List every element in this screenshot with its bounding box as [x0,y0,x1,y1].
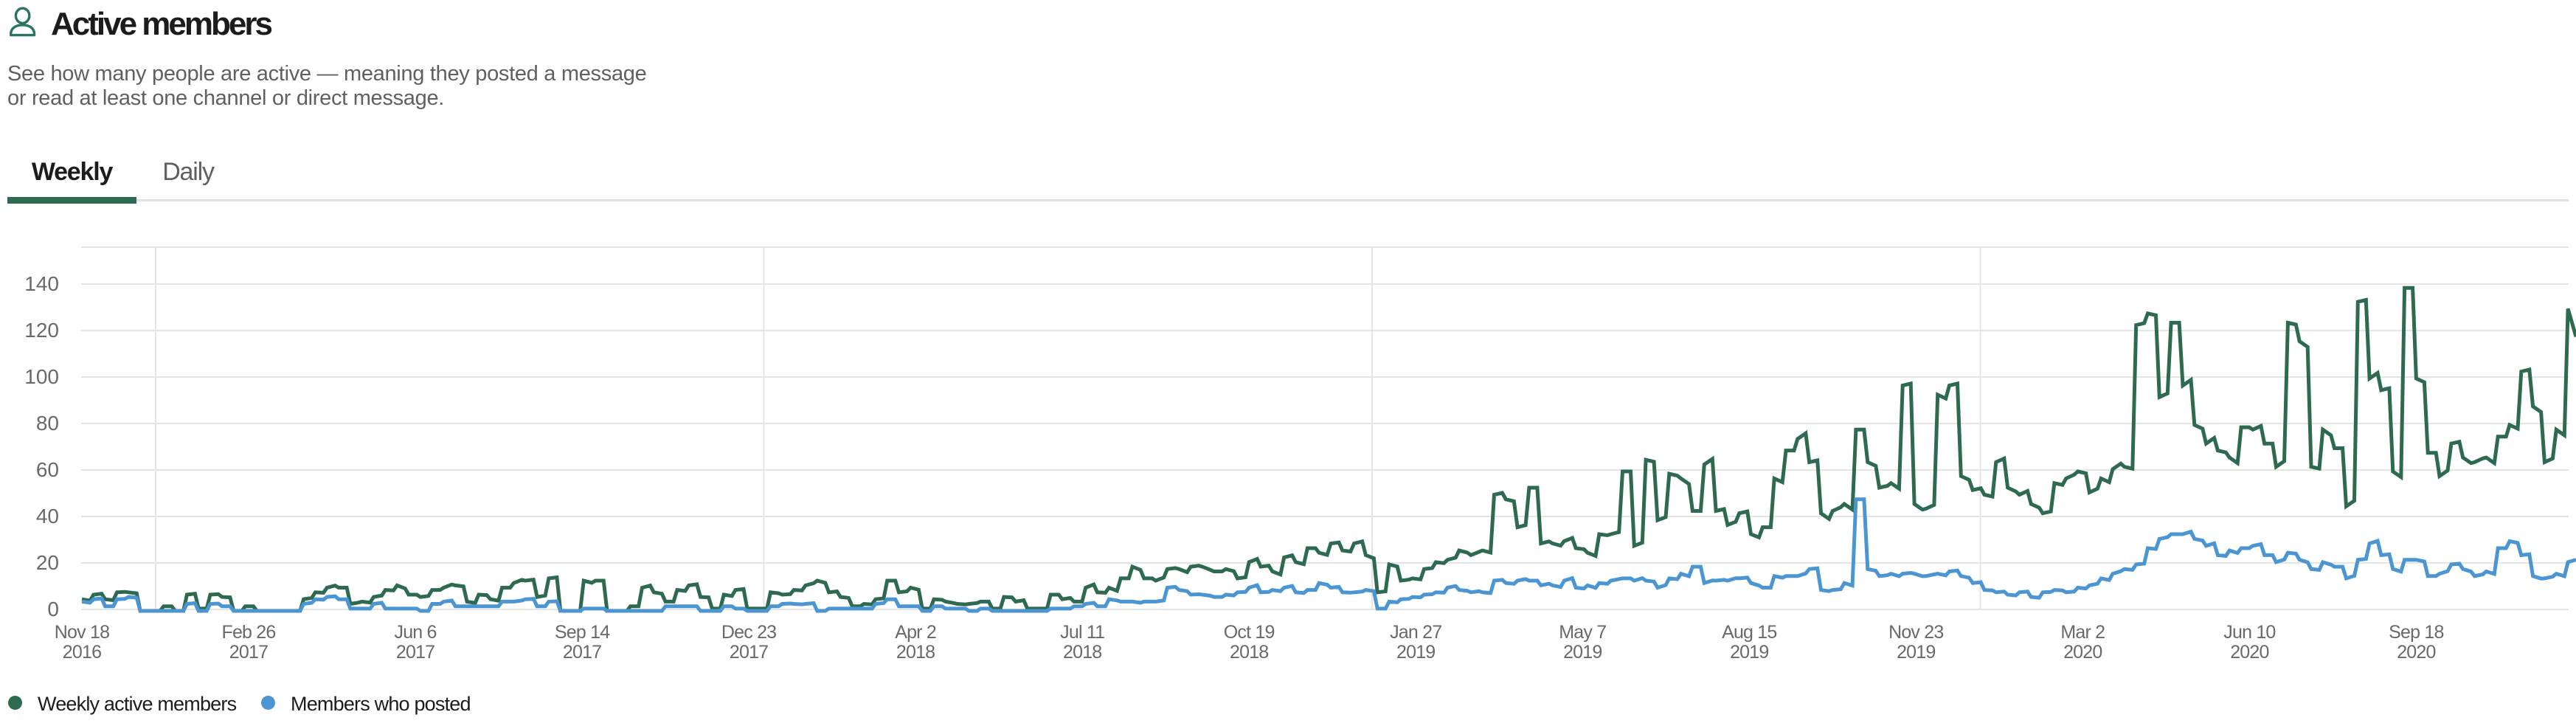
svg-text:2020: 2020 [2397,642,2435,663]
svg-text:Nov 23: Nov 23 [1888,622,1943,643]
svg-text:2018: 2018 [1230,642,1268,663]
svg-text:Oct 19: Oct 19 [1224,622,1275,643]
svg-text:100: 100 [24,365,59,388]
svg-text:2017: 2017 [563,642,601,663]
svg-text:40: 40 [36,505,59,528]
svg-text:60: 60 [36,458,59,481]
svg-text:2019: 2019 [1563,642,1602,663]
svg-text:Sep 14: Sep 14 [555,622,610,643]
svg-text:2017: 2017 [730,642,768,663]
svg-text:Jun 10: Jun 10 [2223,622,2275,643]
svg-text:2020: 2020 [2063,642,2102,663]
svg-text:Nov 18: Nov 18 [55,622,109,643]
svg-text:Apr 2: Apr 2 [895,622,936,643]
svg-text:Jul 11: Jul 11 [1060,622,1104,643]
svg-text:20: 20 [36,551,59,574]
svg-text:2018: 2018 [896,642,935,663]
svg-text:120: 120 [24,319,59,342]
svg-text:80: 80 [36,412,59,435]
svg-text:0: 0 [47,598,59,620]
svg-text:140: 140 [24,272,59,295]
svg-text:2016: 2016 [63,642,101,663]
svg-text:2017: 2017 [229,642,268,663]
svg-text:Dec 23: Dec 23 [721,622,776,643]
svg-text:Jan 27: Jan 27 [1390,622,1441,643]
svg-text:Aug 15: Aug 15 [1722,622,1776,643]
svg-text:Jun 6: Jun 6 [395,622,437,643]
svg-text:2018: 2018 [1063,642,1101,663]
svg-text:Feb 26: Feb 26 [221,622,275,643]
svg-text:May 7: May 7 [1559,622,1606,643]
svg-text:2019: 2019 [1396,642,1435,663]
svg-text:2017: 2017 [396,642,434,663]
svg-text:2020: 2020 [2230,642,2268,663]
svg-text:Sep 18: Sep 18 [2389,622,2443,643]
svg-text:2019: 2019 [1730,642,1768,663]
svg-text:2019: 2019 [1897,642,1935,663]
svg-text:Mar 2: Mar 2 [2060,622,2105,643]
